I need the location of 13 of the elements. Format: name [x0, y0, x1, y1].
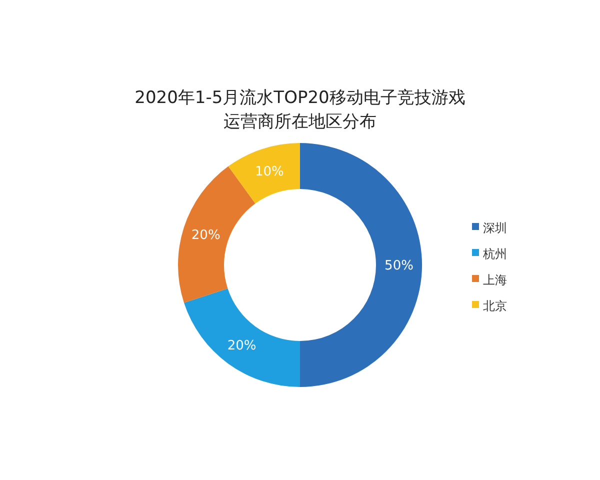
data-label: 20%	[191, 228, 220, 243]
legend-label: 深圳	[483, 221, 507, 236]
donut-slice	[300, 143, 422, 387]
donut-slice	[228, 143, 300, 204]
data-label: 20%	[227, 338, 256, 354]
donut-slice	[184, 288, 300, 387]
data-label: 50%	[384, 258, 414, 274]
legend-label: 上海	[483, 273, 507, 288]
donut-slice	[178, 166, 256, 303]
chart-title: 2020年1-5月流水TOP20移动电子竞技游戏运营商所在地区分布	[134, 88, 466, 132]
legend-label: 杭州	[482, 247, 507, 262]
legend-label: 北京	[483, 299, 507, 314]
data-label: 10%	[254, 164, 284, 180]
